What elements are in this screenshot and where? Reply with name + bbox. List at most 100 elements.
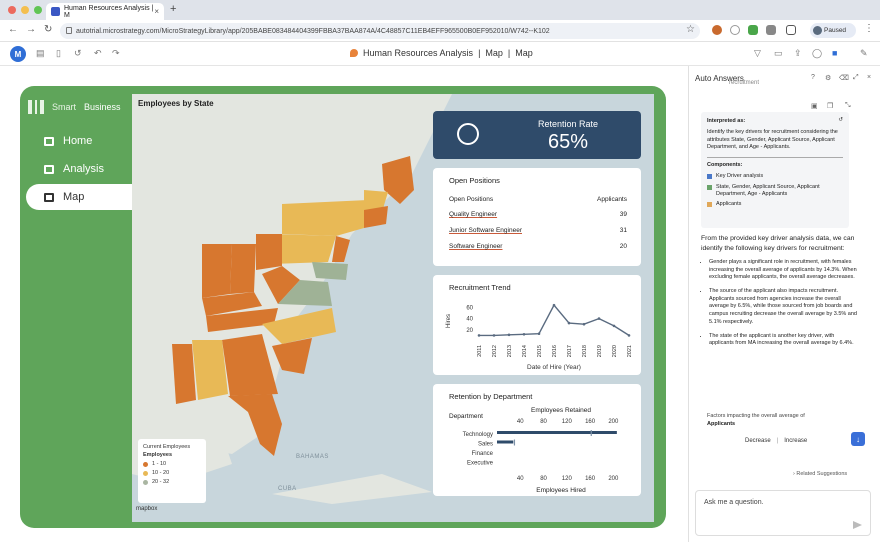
table-row[interactable]: Software Engineer 20 [449, 243, 627, 250]
data-point[interactable] [507, 333, 511, 337]
brand: Smart Business [28, 100, 121, 114]
share-icon[interactable]: ⇪ [794, 48, 802, 58]
data-point[interactable] [627, 334, 631, 337]
recruitment-trend-chart[interactable]: 20 40 60 Hires 2011 2012 2013 2014 2015 2016 2017 2… [433, 275, 641, 375]
extension-1-icon[interactable] [712, 25, 722, 35]
profile-button[interactable]: Paused [810, 23, 856, 38]
browser-tab[interactable]: Human Resources Analysis | M × [46, 3, 164, 20]
mapbox-attribution[interactable]: mapbox [136, 506, 158, 512]
redo-icon[interactable]: ↷ [112, 48, 120, 58]
category-axis-label: Department [449, 413, 483, 420]
data-point[interactable] [552, 303, 556, 307]
sidebar-item-map[interactable]: Map [26, 184, 132, 210]
history-icon[interactable]: ↺ [74, 48, 82, 58]
question-input[interactable]: Ask me a question. [695, 490, 871, 536]
extension-2-icon[interactable] [730, 25, 740, 35]
list-item: Gender plays a significant role in recru… [709, 259, 857, 282]
reload-icon[interactable]: ↻ [44, 24, 53, 35]
data-point[interactable] [477, 334, 481, 337]
metric-icon [707, 202, 712, 208]
data-point[interactable] [567, 321, 571, 325]
filter-icon[interactable]: ▽ [754, 48, 761, 58]
series-line [479, 303, 630, 337]
data-point[interactable] [612, 324, 616, 328]
back-arrow-icon[interactable]: ← [8, 24, 18, 35]
related-suggestions-toggle[interactable]: › Related Suggestions [793, 471, 847, 477]
attribute-icon [707, 184, 712, 190]
forward-arrow-icon[interactable]: → [26, 24, 36, 35]
x-tick-label: 2018 [582, 345, 588, 357]
document-title: Human Resources Analysis | Map | Map [350, 48, 533, 58]
auto-answers-panel: Auto Answers ? ⚙ ⌫ ⤢ × recruitment ▣ ❐ ⤡… [688, 66, 880, 542]
sidebar-item-home[interactable]: Home [26, 128, 132, 154]
new-tab-button[interactable]: + [170, 3, 177, 15]
sidebar-item-analysis[interactable]: Analysis [26, 156, 132, 182]
column-header: Applicants [597, 196, 627, 203]
x-tick-label: 2011 [477, 345, 483, 357]
table-of-contents-icon[interactable]: ▤ [36, 48, 45, 58]
map-title: Employees by State [138, 99, 214, 108]
map-icon [44, 192, 54, 202]
minimize-window-button[interactable] [21, 6, 29, 14]
data-point[interactable] [582, 322, 586, 326]
list-item: The state of the applicant is another ke… [709, 333, 857, 348]
site-info-icon[interactable] [66, 27, 72, 34]
data-point[interactable] [597, 317, 601, 320]
close-icon[interactable]: × [867, 74, 872, 81]
library-home-icon[interactable]: M [10, 46, 26, 62]
data-point[interactable] [537, 332, 541, 336]
maximize-window-button[interactable] [34, 6, 42, 14]
extensions-puzzle-icon[interactable] [786, 25, 796, 35]
document-name: Human Resources Analysis [363, 48, 474, 58]
x-tick-label: 2017 [567, 345, 573, 357]
y-axis-label: Hires [446, 314, 452, 328]
x-axis-label: Date of Hire (Year) [527, 364, 581, 371]
extension-4-icon[interactable] [766, 25, 776, 35]
table-row[interactable]: Quality Engineer 39 [449, 211, 627, 218]
scroll-down-button[interactable]: ↓ [851, 432, 865, 446]
help-icon[interactable]: ? [811, 74, 815, 81]
bar-retained[interactable] [497, 431, 617, 434]
account-icon[interactable]: ◯ [812, 48, 823, 58]
bookmark-star-icon[interactable]: ☆ [686, 24, 695, 35]
interpreted-text: Identify the key drivers for recruitment… [707, 129, 838, 151]
bookmark-icon[interactable]: ▯ [56, 48, 61, 58]
x-tick-label: 2020 [612, 345, 618, 357]
comments-icon[interactable]: ▭ [774, 48, 783, 58]
duplicate-icon[interactable]: ❐ [827, 103, 834, 110]
url-field[interactable]: autotrial.microstrategy.com/MicroStrateg… [60, 23, 700, 39]
extension-3-icon[interactable] [748, 25, 758, 35]
maximize-icon[interactable]: ⤡ [845, 102, 851, 109]
state-north-carolina [262, 308, 336, 344]
bar-hired-marker[interactable] [513, 439, 516, 446]
bottom-tick-label: 40 [517, 476, 524, 482]
copy-icon[interactable]: ▣ [811, 103, 818, 110]
legend-label: 1 - 10 [152, 461, 167, 467]
data-point[interactable] [522, 332, 526, 336]
data-point[interactable] [492, 334, 496, 337]
open-positions-card: Open Positions Open Positions Applicants… [433, 168, 641, 266]
y-tick-label: 40 [466, 317, 473, 323]
expand-icon[interactable]: ⤢ [853, 74, 859, 81]
send-icon[interactable] [853, 521, 862, 529]
settings-icon[interactable]: ⚙ [825, 75, 832, 82]
applicants-count: 20 [619, 243, 627, 250]
edit-icon[interactable]: ✎ [860, 48, 868, 58]
tab-close-icon[interactable]: × [154, 7, 159, 16]
retention-rate-kpi: Retention Rate 65% [433, 111, 641, 159]
close-window-button[interactable] [8, 6, 16, 14]
clear-icon[interactable]: ⌫ [839, 75, 849, 82]
bar-hired-marker[interactable] [590, 430, 592, 436]
state-tennessee [206, 308, 278, 332]
table-row[interactable]: Junior Software Engineer 31 [449, 227, 627, 234]
auto-answers-icon[interactable]: ■ [832, 48, 838, 58]
y-tick-label: 20 [466, 328, 473, 334]
retention-chart[interactable]: Department Employees Retained Employees Hi… [433, 384, 641, 496]
recruitment-trend-card: Recruitment Trend 20 40 60 Hires 2011 2012 201… [433, 275, 641, 375]
bar-retained[interactable] [497, 440, 514, 444]
undo-icon[interactable]: ↶ [94, 48, 102, 58]
browser-menu-icon[interactable]: ⋮ [864, 23, 874, 34]
browser-tab-bar: Human Resources Analysis | M × + [0, 0, 880, 20]
map-legend[interactable]: Current Employees Employees 1 - 10 10 - … [138, 439, 206, 503]
history-icon[interactable]: ↺ [838, 117, 843, 123]
